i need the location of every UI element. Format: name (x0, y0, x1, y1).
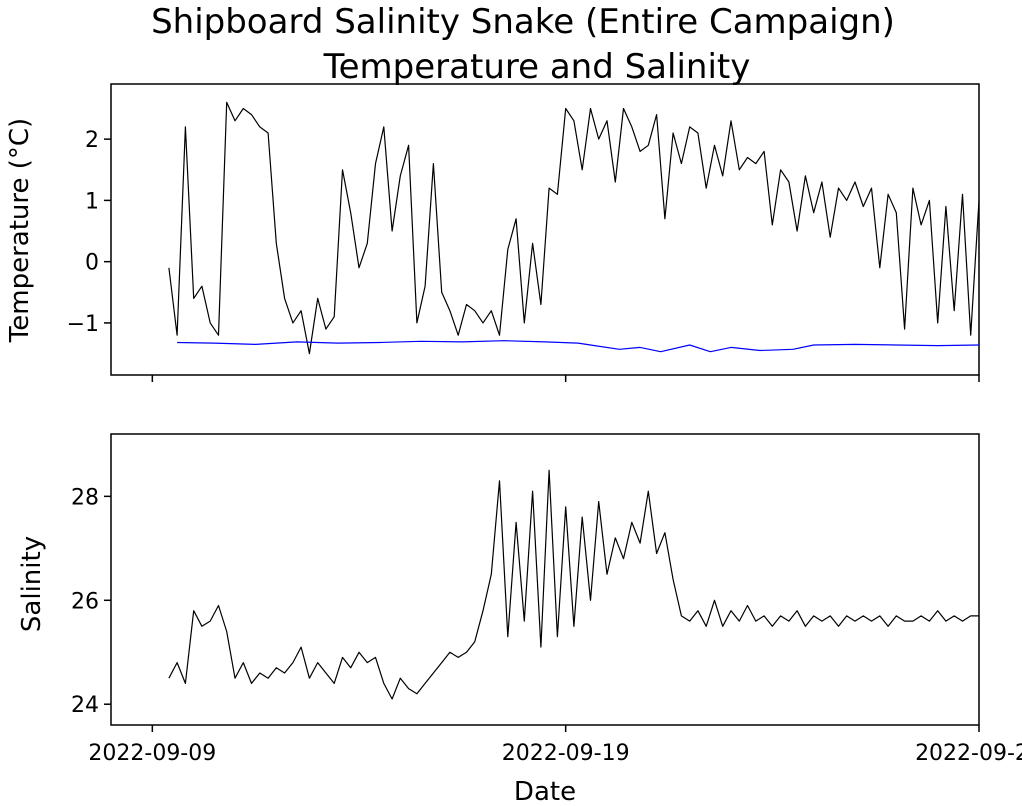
y-tick-label: 2 (85, 128, 99, 153)
x-axis-label: Date (514, 777, 576, 806)
y-tick-label: 1 (85, 189, 99, 214)
chart-subtitle: Temperature and Salinity (323, 47, 751, 87)
salinity-y-label: Salinity (17, 536, 47, 632)
temperature-y-label: Temperature (°C) (5, 118, 35, 343)
y-tick-label: 26 (71, 589, 99, 614)
chart-title: Shipboard Salinity Snake (Entire Campaig… (151, 2, 895, 42)
temperature-y-ticks: −1 0 1 2 (67, 128, 111, 337)
temperature-axes: −1 0 1 2 Temperature (°C) (5, 83, 980, 382)
y-tick-label: 28 (71, 485, 99, 510)
x-tick-label: 2022-09-19 (502, 741, 630, 766)
x-tick-label: 2022-09-29 (915, 741, 1022, 766)
y-tick-label: −1 (67, 312, 99, 337)
y-tick-label: 0 (85, 251, 99, 276)
salinity-y-ticks: 24 26 28 (71, 485, 111, 718)
salinity-line (168, 469, 979, 700)
temperature-blue-line (177, 340, 980, 353)
salinity-x-ticks: 2022-09-09 2022-09-19 2022-09-29 (88, 725, 1022, 766)
salinity-series (168, 469, 979, 700)
temperature-x-ticks (151, 375, 980, 382)
y-tick-label: 24 (71, 693, 99, 718)
temperature-series (168, 101, 980, 355)
temperature-axes-frame (110, 83, 980, 376)
salinity-axes-frame (110, 433, 980, 726)
temperature-line (168, 101, 980, 355)
x-tick-label: 2022-09-09 (88, 741, 216, 766)
salinity-axes: 24 26 28 2022-09-09 2022-09-19 2022-09-29 Sa… (17, 433, 1022, 806)
